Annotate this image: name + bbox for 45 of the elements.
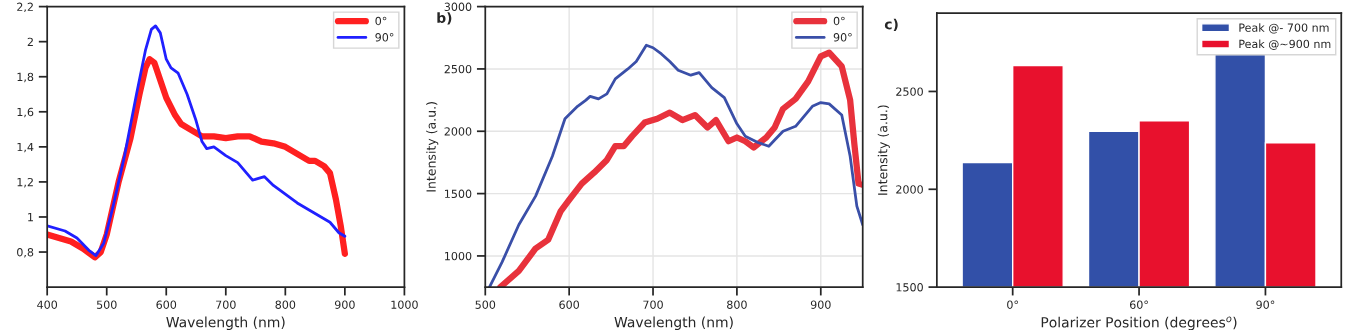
y-tick-label: 1500 [445,189,472,198]
x-tick-label: 700 [216,300,236,309]
x-tick-label: 0° [1007,300,1018,309]
legend-label: 0° [833,16,845,26]
x-tick-label: 600 [156,300,177,309]
chart-title: b) [437,12,452,25]
line-series [47,24,347,257]
x-tick-label: 600 [559,300,580,309]
y-tick-label: 1,4 [17,142,34,153]
y-tick-label: 1,2 [17,177,33,188]
x-axis-title: Polarizer Position (degrees$^{o}$) [1041,316,1237,330]
legend-label: 90° [375,33,394,42]
x-tick-label: 90° [1256,300,1275,309]
x-tick-label: 500 [96,300,117,309]
x-tick-label: 900 [334,300,355,309]
y-tick-label: 2000 [444,127,472,136]
y-tick-label: 1 [28,213,33,222]
x-tick-label: 700 [643,300,663,309]
legend-label: Peak @- 700 nm [1239,23,1329,34]
y-tick-label: 0,8 [17,248,34,258]
y-tick-label: 2500 [444,64,472,74]
x-tick-label: 800 [275,300,296,309]
y-axis-title: Intensity (a.u.) [426,102,439,192]
x-tick-label: 800 [727,300,747,309]
y-axis-title: Intensity (a.u.) [877,105,890,195]
y-tick-label: 2,2 [17,2,33,13]
y-tick-label: 1500 [896,283,923,292]
x-tick-label: 60° [1129,300,1148,309]
x-tick-label: 900 [810,300,831,309]
x-axis-title: Wavelength (nm) [614,316,733,330]
y-tick-label: 2500 [896,87,923,96]
legend-label: Peak @~900 nm [1239,39,1331,50]
x-tick-label: 400 [37,300,58,309]
y-tick-label: 1,8 [17,72,34,83]
y-tick-label: 2000 [896,185,923,194]
y-tick-label: 3000 [444,2,472,11]
legend-label: 0° [375,16,387,26]
x-axis-title: Wavelength (nm) [166,316,285,330]
x-tick-label: 1000 [391,300,418,309]
legend-label: 90° [833,33,852,42]
y-tick-label: 1000 [445,251,472,261]
chart-title: c) [884,18,898,32]
y-tick-label: 1,6 [17,107,34,118]
y-tick-label: 2 [27,37,33,46]
x-tick-label: 500 [475,300,496,309]
